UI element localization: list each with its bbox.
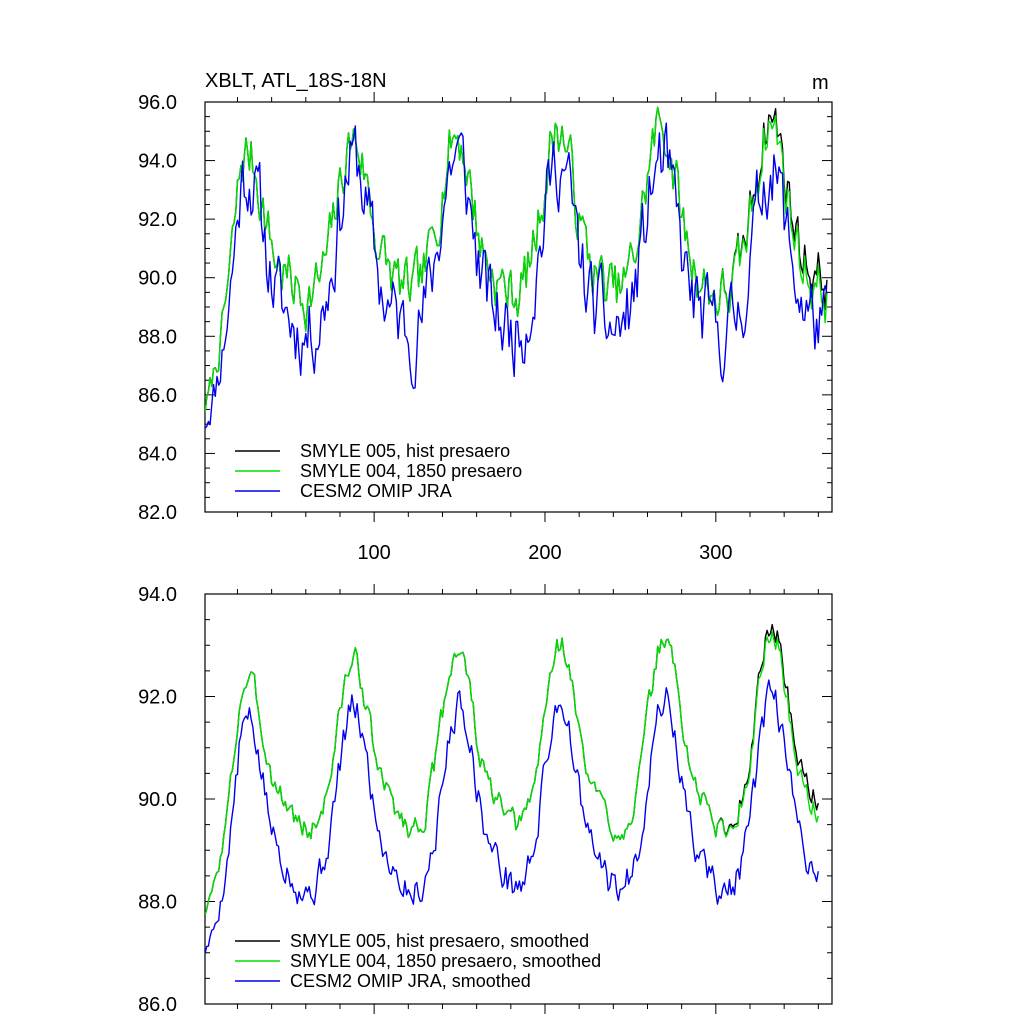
bottom-panel: 86.0 88.0 90.0 92.0 94.0 SMYLE 005, hist pres… xyxy=(138,584,833,1016)
units-label: m xyxy=(812,72,829,94)
chart-title: XBLT, ATL_18S-18N xyxy=(205,70,387,92)
y-tick-label: 90.0 xyxy=(138,268,177,290)
top-panel: 82.0 84.0 86.0 88.0 90.0 92.0 94.0 96.0 100 200 30… xyxy=(138,70,833,564)
series-line-3 xyxy=(205,679,819,954)
x-tick-label: 200 xyxy=(528,542,561,564)
series-line-3 xyxy=(205,122,828,429)
legend-label: SMYLE 005, hist presaero, smoothed xyxy=(290,931,589,951)
y-tick-label: 86.0 xyxy=(138,994,177,1016)
y-tick-label: 96.0 xyxy=(138,92,177,114)
legend-label: SMYLE 004, 1850 presaero, smoothed xyxy=(290,951,601,971)
x-tick-label: 100 xyxy=(357,542,390,564)
y-tick-label: 94.0 xyxy=(138,151,177,173)
y-tick-label: 84.0 xyxy=(138,443,177,465)
x-tick-label: 300 xyxy=(699,542,732,564)
legend-label: CESM2 OMIP JRA xyxy=(300,481,452,501)
y-tick-label: 92.0 xyxy=(138,687,177,709)
series-line-2 xyxy=(205,106,828,414)
y-tick-label: 92.0 xyxy=(138,209,177,231)
y-tick-label: 88.0 xyxy=(138,326,177,348)
series-line-1 xyxy=(205,624,819,916)
y-tick-label: 90.0 xyxy=(138,789,177,811)
y-tick-label: 94.0 xyxy=(138,584,177,606)
y-tick-label: 82.0 xyxy=(138,502,177,524)
legend-label: SMYLE 004, 1850 presaero xyxy=(300,461,522,481)
y-tick-label: 86.0 xyxy=(138,385,177,407)
series-line-2 xyxy=(205,631,819,916)
legend-label: CESM2 OMIP JRA, smoothed xyxy=(290,971,531,991)
y-tick-label: 88.0 xyxy=(138,892,177,914)
legend-label: SMYLE 005, hist presaero xyxy=(300,441,510,461)
